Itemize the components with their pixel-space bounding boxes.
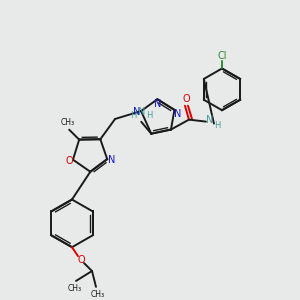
Text: CH₃: CH₃ [68,284,82,293]
Text: N: N [134,107,141,117]
Text: CH₃: CH₃ [91,290,105,299]
Text: CH₃: CH₃ [61,118,75,127]
Text: O: O [77,255,85,265]
Text: N: N [138,107,145,117]
Text: N: N [154,99,161,109]
Text: N: N [107,155,115,165]
Text: H: H [146,111,152,120]
Text: O: O [65,156,73,166]
Text: H: H [130,111,136,120]
Text: Cl: Cl [217,51,227,61]
Text: O: O [182,94,190,104]
Text: N: N [174,109,181,119]
Text: H: H [214,121,220,130]
Text: N: N [206,115,214,124]
